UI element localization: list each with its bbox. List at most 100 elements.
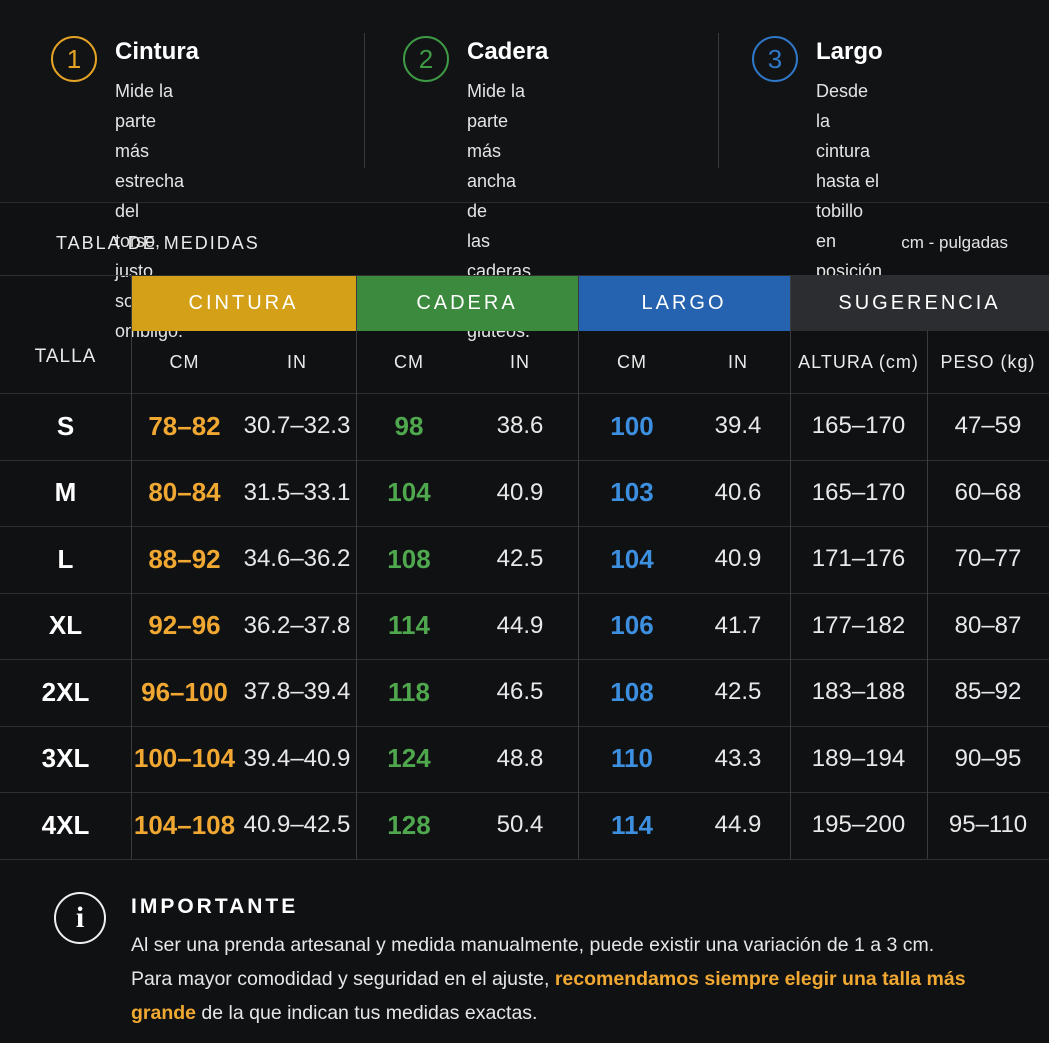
talla-header: TALLA bbox=[34, 346, 97, 367]
step-title: Largo bbox=[816, 38, 883, 65]
size-label: M bbox=[54, 477, 77, 508]
cell-largo-cm: 108 bbox=[610, 676, 654, 707]
size-label: 3XL bbox=[41, 743, 90, 774]
cell-peso: 47–59 bbox=[954, 412, 1022, 440]
step-divider bbox=[718, 33, 719, 168]
cell-cadera-in: 38.6 bbox=[496, 412, 544, 440]
group-header-sugerencia: SUGERENCIA bbox=[790, 275, 1049, 331]
column-divider bbox=[131, 275, 132, 859]
cell-largo-in: 40.6 bbox=[714, 478, 762, 506]
cell-cadera-cm: 124 bbox=[387, 743, 431, 774]
note-title: IMPORTANTE bbox=[131, 895, 299, 918]
row-divider bbox=[0, 526, 1049, 527]
row-divider bbox=[0, 792, 1049, 793]
table-title: TABLA DE MEDIDAS bbox=[56, 233, 260, 253]
column-subheader: CM bbox=[394, 351, 424, 372]
cell-largo-cm: 100 bbox=[610, 410, 654, 441]
row-divider bbox=[0, 592, 1049, 594]
cell-largo-in: 42.5 bbox=[714, 678, 762, 706]
cell-largo-cm: 106 bbox=[610, 610, 654, 641]
column-subheader: ALTURA (cm) bbox=[798, 351, 919, 372]
cell-cintura-in: 39.4–40.9 bbox=[243, 744, 351, 772]
column-subheader: IN bbox=[728, 351, 748, 372]
cell-altura: 189–194 bbox=[811, 744, 906, 772]
cell-largo-in: 39.4 bbox=[714, 412, 762, 440]
row-divider bbox=[0, 725, 1049, 727]
group-header-cintura: CINTURA bbox=[131, 275, 356, 331]
cell-cadera-in: 46.5 bbox=[496, 678, 544, 706]
cell-largo-cm: 114 bbox=[611, 809, 653, 840]
row-divider bbox=[0, 659, 1049, 660]
cell-peso: 80–87 bbox=[954, 611, 1022, 639]
cell-altura: 195–200 bbox=[811, 811, 906, 839]
step-desc-line: Mide la parte más estrecha bbox=[115, 81, 185, 191]
cell-cadera-in: 48.8 bbox=[496, 744, 544, 772]
cell-altura: 183–188 bbox=[811, 678, 906, 706]
step-number-1: 1 bbox=[51, 36, 97, 82]
cell-altura: 165–170 bbox=[811, 412, 906, 440]
cell-cintura-cm: 92–96 bbox=[148, 610, 221, 641]
column-subheader: IN bbox=[287, 351, 307, 372]
step-title: Cadera bbox=[467, 38, 549, 65]
column-subheader: IN bbox=[510, 351, 530, 372]
units-label: cm - pulgadas bbox=[901, 233, 1008, 252]
size-table: CINTURA CADERA LARGO SUGERENCIA TALLA CM IN CM I… bbox=[0, 275, 1049, 860]
column-subheader: PESO (kg) bbox=[940, 351, 1036, 372]
note-line-2: Para mayor comodidad y seguridad en el a… bbox=[131, 962, 1011, 1030]
column-divider bbox=[578, 275, 579, 859]
cell-cintura-in: 40.9–42.5 bbox=[243, 811, 351, 839]
cell-peso: 60–68 bbox=[954, 478, 1022, 506]
step-desc-line: Desde la cintura hasta el bbox=[816, 81, 880, 191]
cell-cintura-in: 36.2–37.8 bbox=[243, 611, 351, 639]
cell-cintura-in: 34.6–36.2 bbox=[243, 545, 351, 573]
cell-largo-cm: 110 bbox=[611, 743, 653, 774]
cell-cadera-cm: 108 bbox=[387, 543, 431, 574]
column-divider bbox=[790, 275, 791, 859]
group-header-cadera: CADERA bbox=[356, 275, 578, 331]
cell-cintura-cm: 96–100 bbox=[141, 676, 228, 707]
cell-cadera-cm: 118 bbox=[388, 676, 430, 707]
group-header-largo: LARGO bbox=[578, 275, 790, 331]
note-text-start: Para mayor comodidad y seguridad en el a… bbox=[131, 968, 555, 990]
cell-peso: 85–92 bbox=[954, 678, 1022, 706]
cell-largo-in: 43.3 bbox=[714, 744, 762, 772]
size-label: S bbox=[56, 410, 75, 441]
cell-largo-in: 44.9 bbox=[714, 811, 762, 839]
size-label: XL bbox=[48, 610, 83, 641]
cell-peso: 70–77 bbox=[954, 545, 1022, 573]
cell-cintura-cm: 78–82 bbox=[148, 410, 221, 441]
row-divider bbox=[0, 858, 1049, 860]
cell-cintura-cm: 104–108 bbox=[133, 809, 236, 840]
step-number-3: 3 bbox=[752, 36, 798, 82]
cell-cintura-in: 37.8–39.4 bbox=[243, 678, 351, 706]
cell-altura: 165–170 bbox=[811, 478, 906, 506]
cell-largo-in: 40.9 bbox=[714, 545, 762, 573]
cell-cadera-in: 44.9 bbox=[496, 611, 544, 639]
row-divider bbox=[0, 459, 1049, 461]
note-highlight: recomendamos siempre elegir una talla má… bbox=[131, 968, 966, 1024]
note-line-1: Al ser una prenda artesanal y medida man… bbox=[131, 934, 935, 956]
cell-largo-in: 41.7 bbox=[714, 611, 762, 639]
info-icon: i bbox=[54, 892, 106, 944]
size-label: 4XL bbox=[41, 809, 90, 840]
cell-peso: 90–95 bbox=[954, 744, 1022, 772]
step-desc-line: Mide la parte más ancha de bbox=[467, 81, 526, 221]
cell-largo-cm: 104 bbox=[610, 543, 654, 574]
cell-cadera-cm: 114 bbox=[388, 610, 430, 641]
size-label: 2XL bbox=[41, 676, 90, 707]
cell-cadera-cm: 104 bbox=[387, 477, 431, 508]
note-text: Al ser una prenda artesanal y medida man… bbox=[131, 928, 1011, 1030]
column-divider bbox=[356, 275, 357, 859]
cell-cadera-cm: 98 bbox=[394, 410, 424, 441]
cell-cintura-cm: 80–84 bbox=[148, 477, 221, 508]
cell-cintura-in: 30.7–32.3 bbox=[243, 412, 351, 440]
step-number-2: 2 bbox=[403, 36, 449, 82]
column-subheader: CM bbox=[617, 351, 647, 372]
cell-altura: 171–176 bbox=[811, 545, 906, 573]
row-divider bbox=[0, 393, 1049, 394]
column-divider bbox=[927, 331, 928, 859]
step-title: Cintura bbox=[115, 38, 199, 65]
cell-cintura-cm: 100–104 bbox=[133, 743, 236, 774]
cell-cadera-in: 40.9 bbox=[496, 478, 544, 506]
cell-cadera-in: 42.5 bbox=[496, 545, 544, 573]
